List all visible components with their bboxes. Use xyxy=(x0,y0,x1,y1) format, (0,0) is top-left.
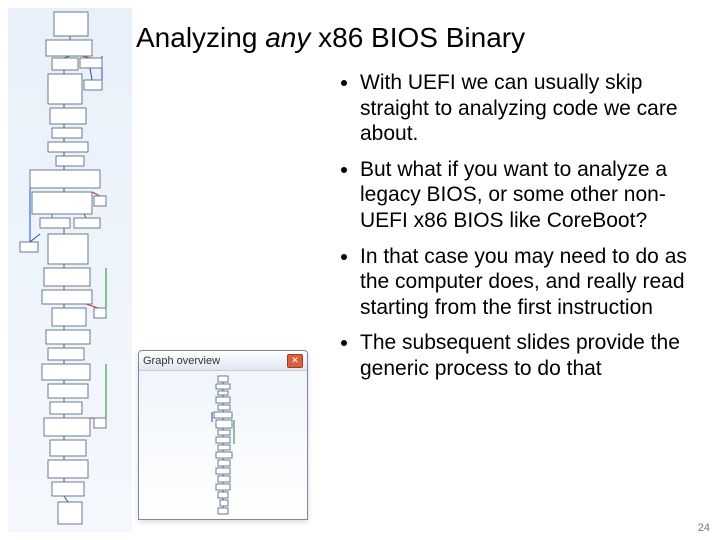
graph-overview-title: Graph overview xyxy=(143,355,220,367)
cfg-mini-svg xyxy=(204,374,242,516)
graph-overview-titlebar[interactable]: Graph overview ✕ xyxy=(139,351,307,371)
bullet-item: With UEFI we can usually skip straight t… xyxy=(360,70,698,147)
title-em: any xyxy=(265,22,310,53)
bullet-item: In that case you may need to do as the c… xyxy=(360,244,698,321)
bullet-list: With UEFI we can usually skip straight t… xyxy=(338,70,698,392)
cfg-svg xyxy=(8,8,132,532)
slide-title: Analyzing any x86 BIOS Binary xyxy=(136,22,525,54)
title-post: x86 BIOS Binary xyxy=(310,22,525,53)
bullet-item: The subsequent slides provide the generi… xyxy=(360,330,698,381)
close-icon[interactable]: ✕ xyxy=(287,354,303,368)
bullet-item: But what if you want to analyze a legacy… xyxy=(360,157,698,234)
graph-overview-body xyxy=(139,371,307,519)
graph-overview-window: Graph overview ✕ xyxy=(138,350,308,520)
control-flow-graph xyxy=(8,8,132,532)
page-number: 24 xyxy=(698,522,710,534)
title-pre: Analyzing xyxy=(136,22,265,53)
